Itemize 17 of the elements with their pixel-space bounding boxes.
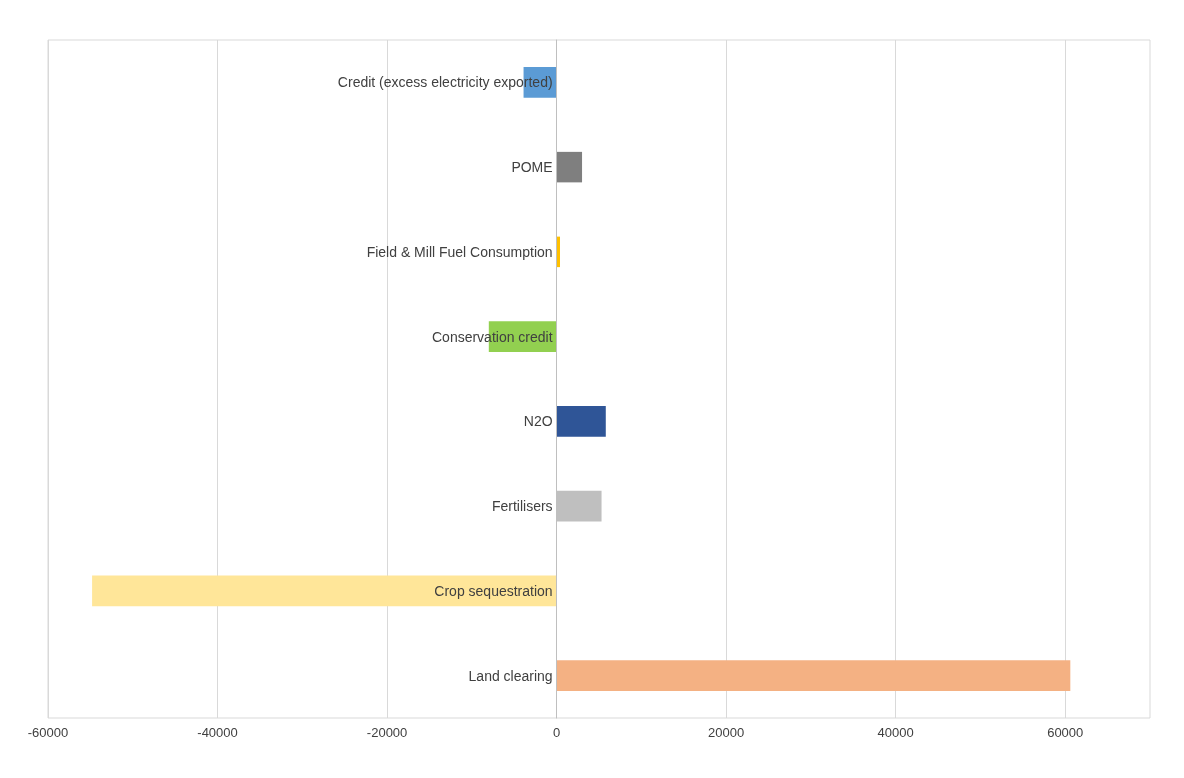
y-tick-label: Land clearing (468, 667, 553, 684)
x-tick-label: 60000 (1047, 725, 1084, 740)
bar (556, 151, 583, 183)
x-tick-label: 40000 (877, 725, 914, 740)
bar (556, 660, 1071, 691)
y-tick-label: N2O (523, 413, 553, 430)
x-tick-label: -20000 (366, 725, 408, 740)
x-tick-label: 20000 (708, 725, 745, 740)
x-tick-label: -60000 (27, 725, 69, 740)
y-tick-label: POME (511, 159, 553, 176)
bar (556, 406, 606, 437)
y-tick-label: Field & Mill Fuel Consumption (366, 243, 553, 260)
x-tick-label: -40000 (197, 725, 238, 740)
x-tick-label: 0 (553, 725, 561, 740)
bar (92, 575, 557, 607)
y-tick-label: Crop sequestration (434, 582, 553, 599)
y-tick-label: Fertilisers (491, 498, 553, 515)
